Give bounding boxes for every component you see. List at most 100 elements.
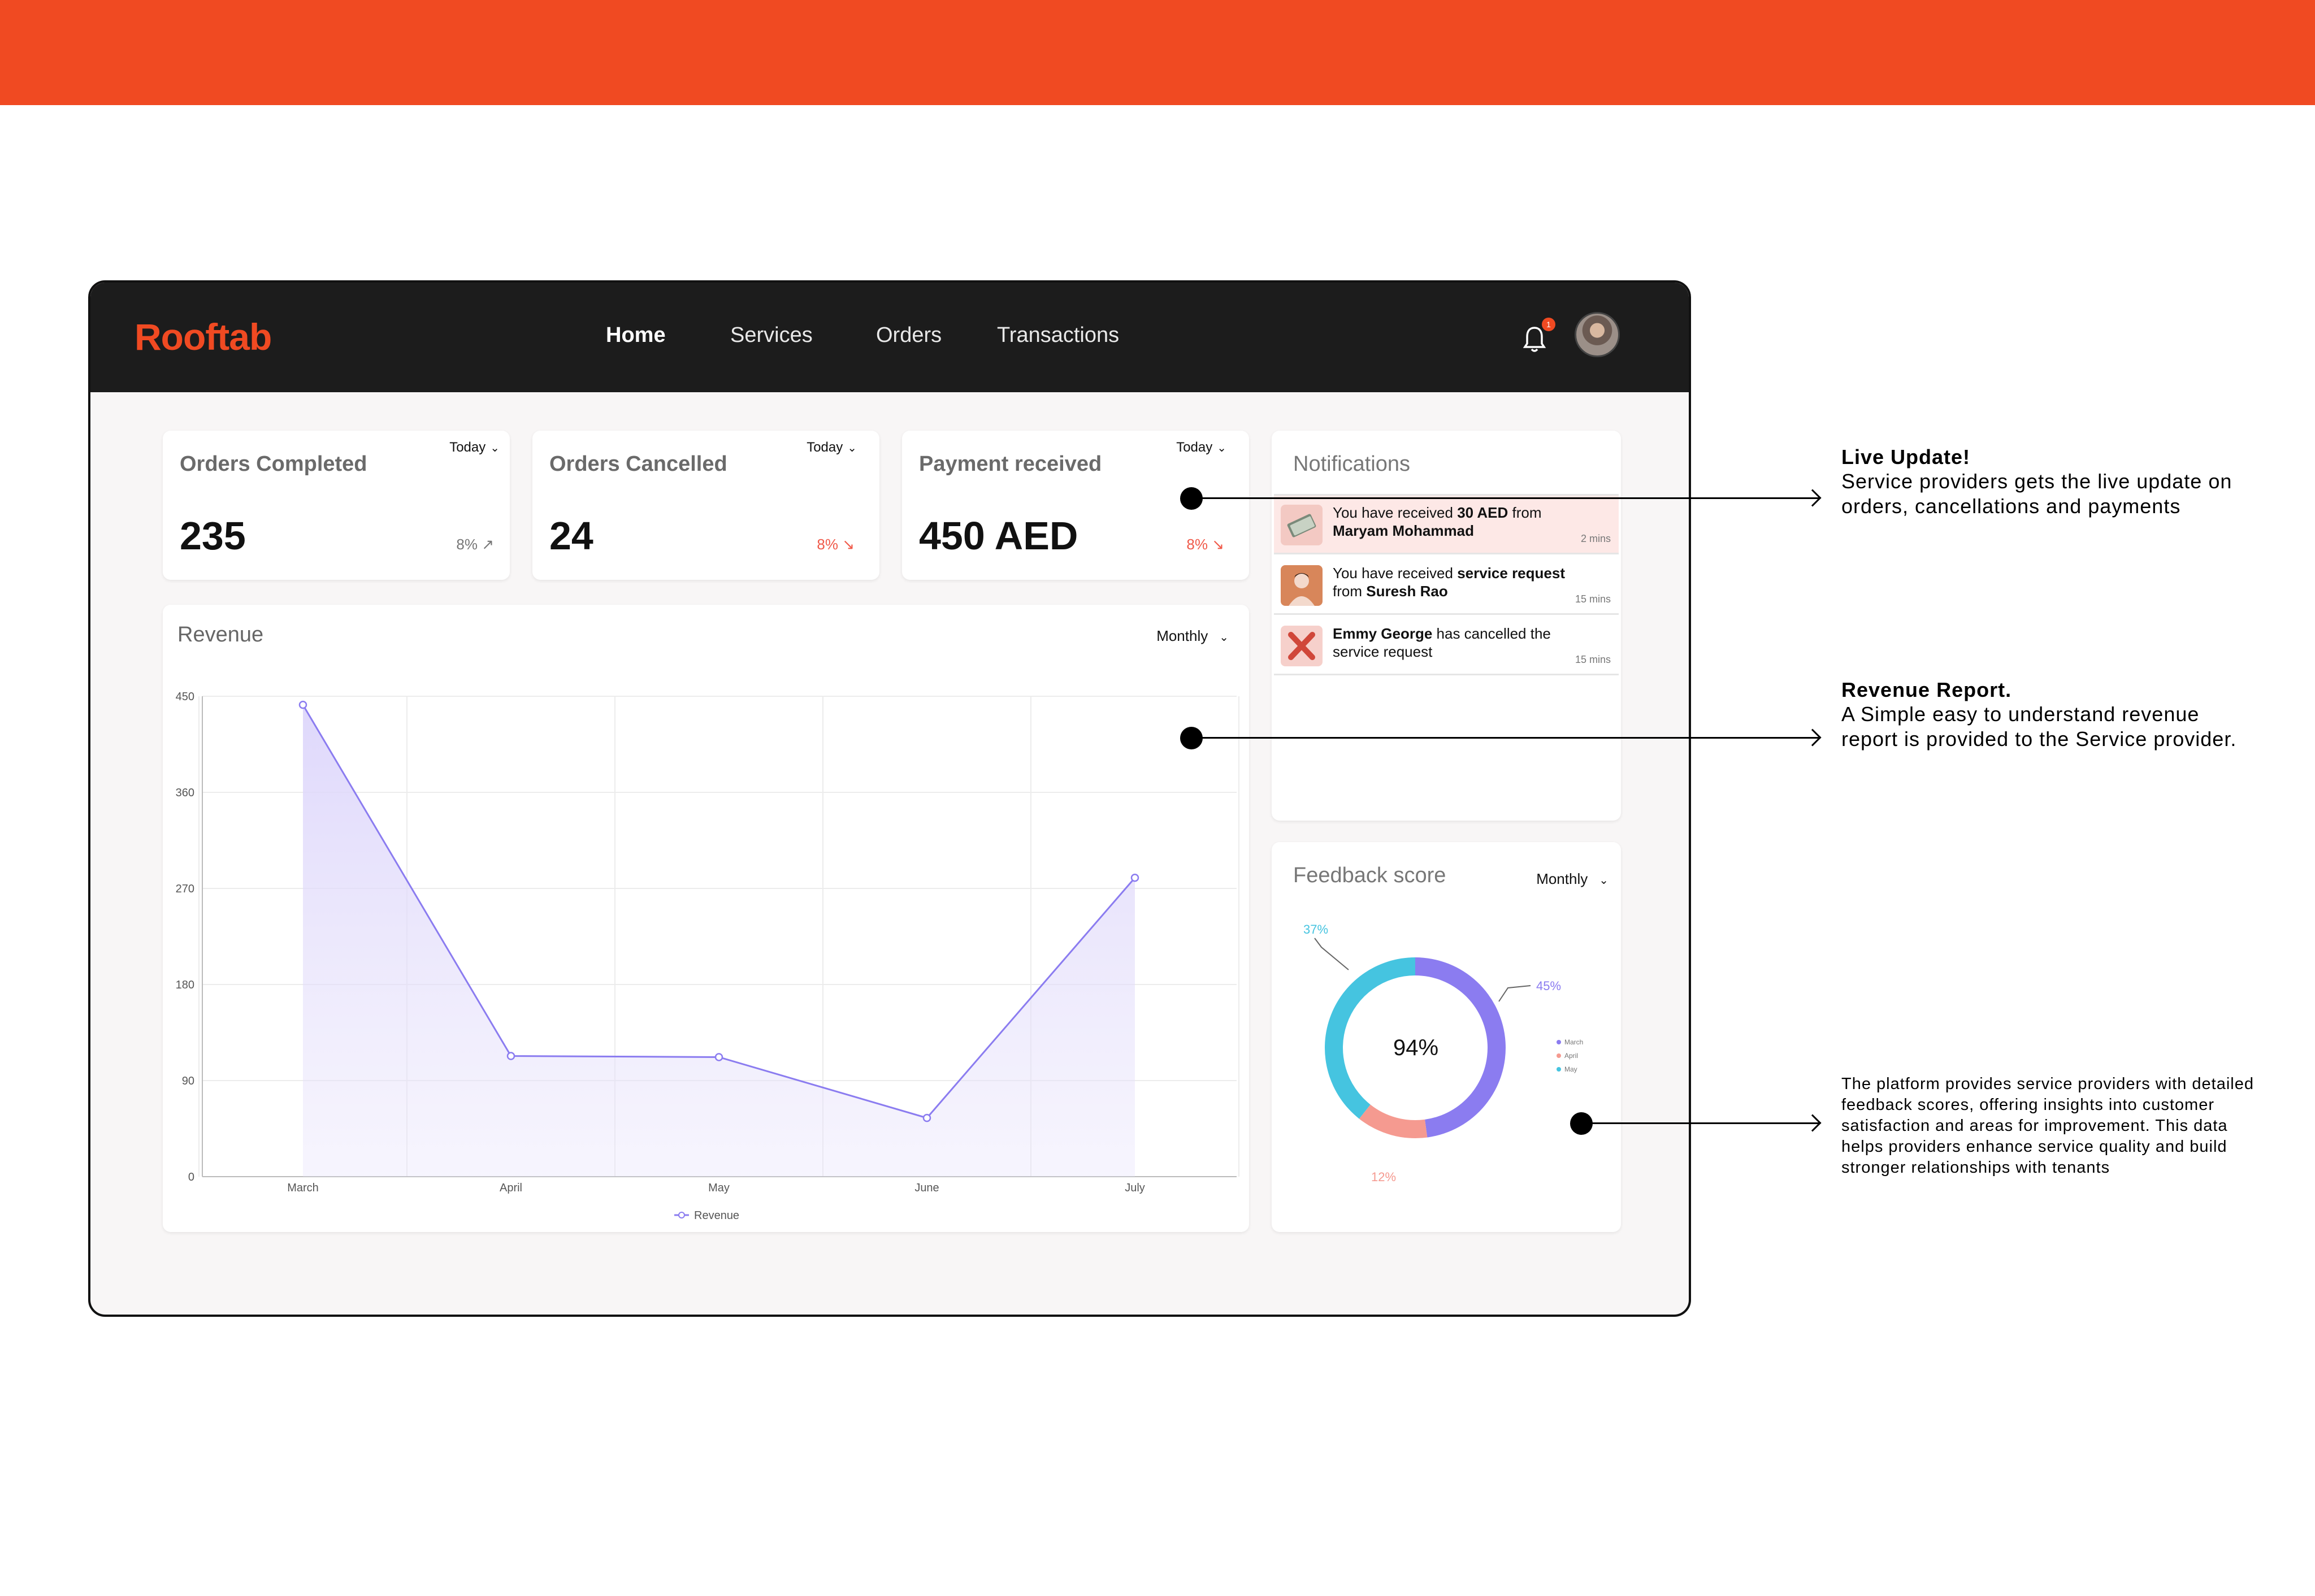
period-label: Today <box>1176 440 1213 455</box>
notification-time: 15 mins <box>1575 654 1611 665</box>
top-brand-band <box>0 0 2315 105</box>
feedback-card: Feedback score Monthly ⌄ 45% 12% 37% March Ap… <box>1272 842 1621 1232</box>
donut-slice <box>1325 957 1415 1119</box>
annotation-body: A Simple easy to understand revenue repo… <box>1841 702 2237 751</box>
dashboard-window: Rooftab Home Services Orders Transaction… <box>88 280 1691 1317</box>
period-label: Today <box>449 440 486 455</box>
feedback-center-value: 94% <box>1393 1035 1439 1060</box>
annotation-body: The platform provides service providers … <box>1841 1075 2254 1177</box>
legend-swatch <box>1557 1067 1561 1072</box>
stat-delta: 8% ↘ <box>1186 536 1224 553</box>
delta-value: 8% <box>456 536 478 553</box>
revenue-period-dropdown[interactable]: Monthly ⌄ <box>1156 627 1229 645</box>
arrow-right-icon <box>1804 489 1822 507</box>
legend-swatch-dot <box>678 1212 685 1218</box>
revenue-title: Revenue <box>177 623 264 647</box>
x-tick-label: June <box>914 1182 939 1194</box>
period-label: Monthly <box>1536 870 1588 887</box>
stat-card-orders-cancelled: Orders Cancelled Today ⌄ 24 8% ↘ <box>532 431 879 580</box>
cross-icon <box>1281 626 1323 666</box>
slice-label: 12% <box>1371 1170 1396 1184</box>
slice-label: 37% <box>1303 922 1328 936</box>
annotation-title: Revenue Report. <box>1841 678 2012 701</box>
x-tick-label: May <box>708 1182 730 1194</box>
y-tick-label: 360 <box>176 787 194 799</box>
notifications-card: Notifications You have received 30 AED f… <box>1272 431 1621 821</box>
x-tick-label: July <box>1125 1182 1145 1194</box>
leader-line <box>1498 985 1531 1002</box>
stat-value: 24 <box>549 514 593 558</box>
y-tick-label: 90 <box>182 1075 194 1087</box>
stat-card-orders-completed: Orders Completed Today ⌄ 235 8% ↗ <box>163 431 510 580</box>
period-dropdown[interactable]: Today ⌄ <box>807 440 857 456</box>
chevron-down-icon: ⌄ <box>490 442 500 454</box>
legend-label: Revenue <box>694 1209 739 1222</box>
stat-delta: 8% ↗ <box>456 536 494 553</box>
feedback-title: Feedback score <box>1293 864 1446 887</box>
arrow-right-icon <box>1804 728 1822 747</box>
money-icon <box>1281 505 1323 545</box>
nav-transactions[interactable]: Transactions <box>997 323 1120 347</box>
notification-item[interactable]: You have received service request from S… <box>1274 556 1619 615</box>
slice-label: 45% <box>1536 979 1561 993</box>
revenue-point <box>506 1052 515 1060</box>
notification-text: You have received service request from S… <box>1333 565 1565 600</box>
chevron-down-icon: ⌄ <box>1599 874 1609 887</box>
y-tick-label: 0 <box>188 1171 194 1183</box>
period-dropdown[interactable]: Today ⌄ <box>1176 440 1226 456</box>
revenue-card: Revenue Monthly ⌄ 0 90 180 270 360 450 March Apr… <box>163 605 1249 1232</box>
feedback-period-dropdown[interactable]: Monthly ⌄ <box>1536 870 1609 888</box>
x-tick-label: March <box>287 1182 319 1194</box>
donut-slice <box>1415 957 1506 1138</box>
revenue-point <box>1130 873 1139 882</box>
nav-services[interactable]: Services <box>730 323 813 347</box>
notification-text: Emmy George has cancelled the service re… <box>1333 625 1551 660</box>
nav-orders[interactable]: Orders <box>876 323 942 347</box>
chevron-down-icon: ⌄ <box>1219 631 1229 644</box>
notification-badge: 1 <box>1542 318 1555 331</box>
bell-icon[interactable] <box>1520 322 1549 356</box>
revenue-point <box>298 700 307 709</box>
notification-time: 2 mins <box>1580 533 1611 544</box>
notification-item[interactable]: Emmy George has cancelled the service re… <box>1274 617 1619 675</box>
revenue-chart: 0 90 180 270 360 450 March April May June July Reve… <box>176 691 1239 1222</box>
notification-item[interactable]: You have received 30 AED from Maryam Moh… <box>1274 496 1619 554</box>
delta-value: 8% <box>817 536 838 553</box>
y-tick-label: 270 <box>176 883 194 895</box>
revenue-point <box>714 1053 723 1061</box>
annotation-line <box>1191 497 1819 499</box>
nav-home[interactable]: Home <box>606 323 666 347</box>
stat-value: 450 AED <box>919 514 1078 558</box>
chevron-down-icon: ⌄ <box>847 442 857 454</box>
stat-value: 235 <box>180 514 246 558</box>
trend-down-icon: ↘ <box>842 536 855 553</box>
stat-title: Orders Cancelled <box>549 452 727 476</box>
stat-title: Payment received <box>919 452 1102 476</box>
annotation-body: Service providers gets the live update o… <box>1841 470 2232 518</box>
leader-line <box>1314 938 1349 970</box>
y-tick-label: 180 <box>176 979 194 991</box>
period-dropdown[interactable]: Today ⌄ <box>449 440 500 456</box>
stat-title: Orders Completed <box>180 452 367 476</box>
annotation-line <box>1191 737 1819 739</box>
legend-swatch <box>1557 1040 1561 1044</box>
revenue-area <box>303 705 1135 1177</box>
top-navbar: Rooftab Home Services Orders Transaction… <box>90 283 1689 392</box>
feedback-donut-chart: 45% 12% 37% March April May <box>1303 922 1583 1184</box>
user-avatar[interactable] <box>1575 312 1620 357</box>
arrow-right-icon <box>1804 1114 1822 1132</box>
revenue-point <box>922 1113 931 1122</box>
annotation-line <box>1581 1122 1819 1124</box>
app-logo[interactable]: Rooftab <box>135 316 272 358</box>
x-tick-label: April <box>500 1182 522 1194</box>
divider <box>1274 494 1619 496</box>
legend-label: May <box>1564 1065 1577 1073</box>
notification-time: 15 mins <box>1575 593 1611 605</box>
trend-down-icon: ↘ <box>1212 536 1224 553</box>
stat-delta: 8% ↘ <box>817 536 855 553</box>
delta-value: 8% <box>1186 536 1208 553</box>
legend-label: March <box>1564 1038 1583 1046</box>
annotation-title: Live Update! <box>1841 445 1971 469</box>
period-label: Today <box>807 440 843 455</box>
